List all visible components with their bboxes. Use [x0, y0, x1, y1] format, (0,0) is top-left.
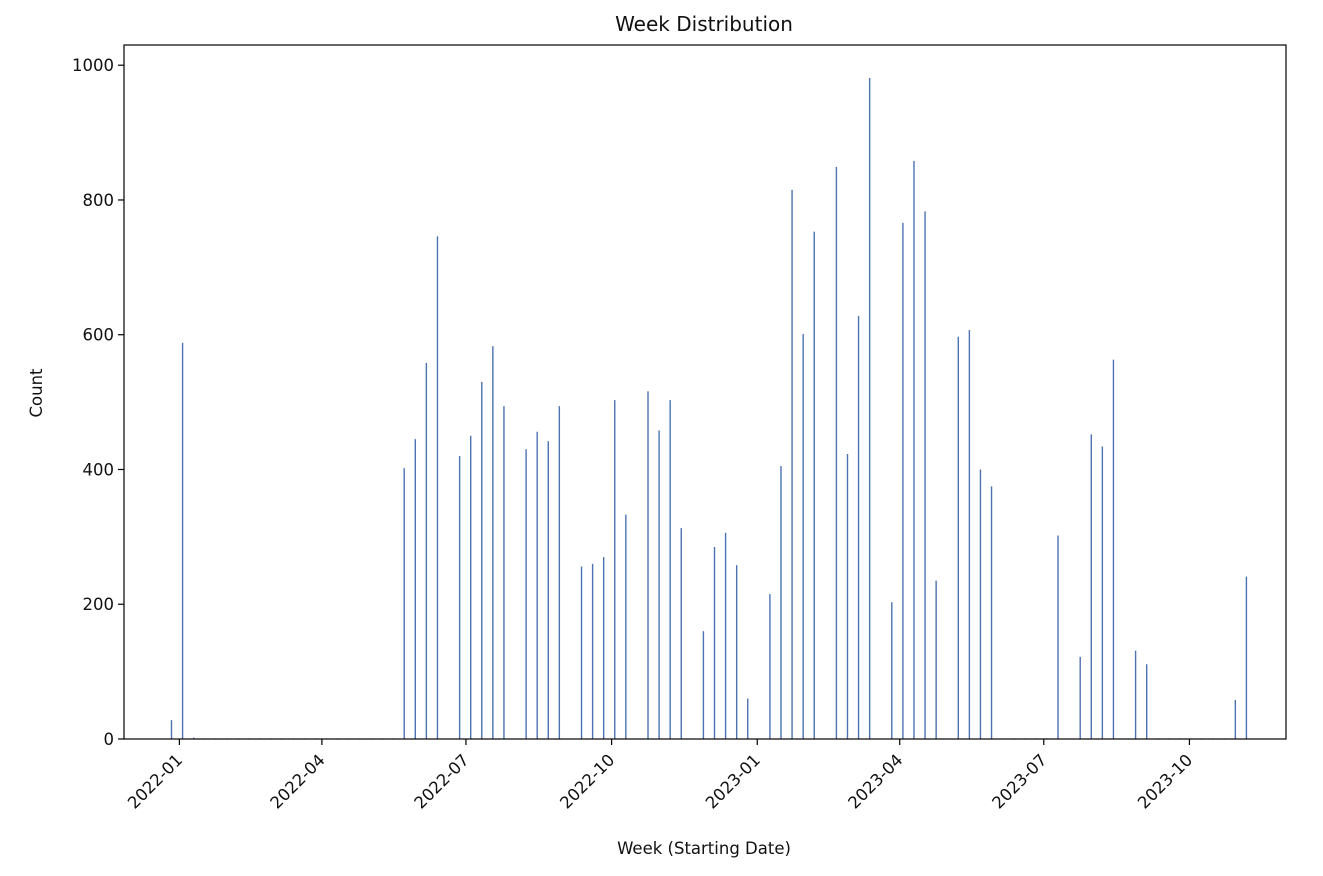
y-tick-label: 200: [83, 595, 115, 614]
bar-2022-10-31: [658, 430, 660, 739]
plot-frame: [123, 44, 1287, 740]
bar-2022-08-15: [536, 431, 538, 739]
bar-2023-04-03: [902, 222, 904, 739]
y-tick-label: 800: [83, 191, 115, 210]
bar-2023-02-27: [846, 453, 849, 739]
bar-2022-08-29: [558, 406, 561, 739]
bar-2023-07-24: [1079, 656, 1081, 739]
bar-2022-10-24: [647, 391, 649, 739]
bar-2022-11-07: [669, 400, 671, 739]
y-tick-label: 400: [83, 460, 115, 479]
bar-2023-03-06: [857, 315, 860, 739]
bar-2022-06-06: [425, 363, 428, 739]
bar-2022-09-12: [580, 566, 583, 739]
bar-2022-07-25: [503, 406, 505, 739]
bar-2023-08-28: [1134, 650, 1137, 739]
bar-2022-12-19: [735, 565, 738, 739]
bar-2022-07-11: [481, 381, 483, 739]
bar-2023-11-06: [1245, 576, 1248, 739]
bar-2022-08-08: [525, 449, 527, 739]
bar-2022-07-04: [470, 435, 472, 739]
bar-2023-04-24: [935, 580, 937, 739]
bar-2023-09-04: [1145, 664, 1148, 739]
bar-2022-10-03: [614, 400, 616, 739]
y-axis-label: Count: [27, 368, 46, 418]
bar-2022-05-30: [414, 439, 416, 739]
bar-2023-03-13: [868, 78, 871, 739]
bar-2023-07-31: [1090, 434, 1092, 739]
bar-2023-03-27: [891, 602, 893, 739]
bar-2022-10-10: [625, 514, 627, 739]
bar-2022-07-18: [492, 346, 494, 739]
bar-2021-12-27: [170, 720, 173, 739]
x-axis-label: Week (Starting Date): [617, 839, 791, 858]
bar-2023-10-30: [1234, 699, 1237, 739]
bar-2022-12-26: [747, 698, 749, 739]
bar-2023-02-20: [835, 166, 838, 739]
bar-2023-01-23: [791, 189, 793, 740]
y-axis: 0 200 400 600 800 1000: [72, 56, 124, 749]
bar-2022-12-12: [724, 532, 727, 739]
bar-2022-09-19: [591, 563, 594, 739]
bar-2022-09-26: [602, 557, 605, 739]
bar-2022-06-13: [436, 236, 439, 740]
bars-group: [170, 78, 1248, 740]
bar-2023-01-16: [780, 466, 782, 739]
bar-2022-05-23: [403, 468, 405, 739]
bar-2023-08-14: [1112, 359, 1115, 739]
chart-title: Week Distribution: [615, 12, 793, 36]
bar-2023-04-10: [913, 160, 915, 739]
bar-2023-05-29: [990, 486, 993, 739]
bar-2023-02-06: [813, 231, 815, 739]
bar-2023-05-22: [979, 469, 982, 739]
bar-2022-11-14: [680, 528, 682, 739]
bar-2023-01-09: [769, 594, 771, 739]
y-tick-label: 0: [104, 730, 115, 749]
bar-2023-08-07: [1101, 446, 1104, 739]
y-tick-label: 600: [83, 326, 115, 345]
bar-2022-11-28: [702, 631, 705, 739]
bar-2022-12-05: [713, 546, 716, 739]
bar-2023-04-17: [924, 211, 926, 739]
bar-2022-06-27: [458, 456, 461, 739]
y-tick-label: 1000: [72, 56, 114, 75]
bar-2022-01-03: [181, 342, 184, 739]
bar-2023-05-15: [968, 330, 971, 739]
bar-2022-08-22: [547, 441, 549, 739]
bar-2023-05-08: [957, 336, 959, 739]
bar-2023-07-10: [1057, 535, 1059, 739]
bar-2023-01-30: [802, 334, 804, 739]
bar-2022-01-10: [192, 737, 195, 739]
